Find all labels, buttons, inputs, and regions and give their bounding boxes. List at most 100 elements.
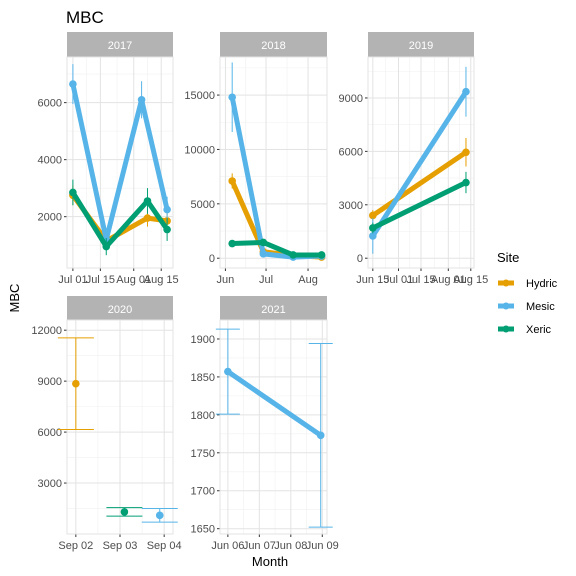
x-tick-label: Aug 15 xyxy=(453,274,488,286)
y-tick-label: 0 xyxy=(209,253,215,265)
data-point xyxy=(369,232,377,240)
y-tick-label: 12000 xyxy=(31,325,62,337)
y-tick-label: 1750 xyxy=(191,448,215,460)
x-axis-title: Month xyxy=(252,554,288,569)
facet-strip-label: 2020 xyxy=(108,304,132,316)
series-hydric xyxy=(57,337,94,431)
series-mesic xyxy=(215,328,333,528)
data-point xyxy=(289,251,297,259)
x-tick-label: Jul 15 xyxy=(86,274,115,286)
legend-entry-mesic: Mesic xyxy=(498,301,555,313)
data-point xyxy=(69,80,77,88)
y-tick-label: 3000 xyxy=(339,200,363,212)
series-line xyxy=(371,180,468,231)
facet-strip xyxy=(67,296,173,320)
legend-key-point xyxy=(502,325,510,333)
legend-key-point xyxy=(502,302,510,310)
series-mesic xyxy=(141,508,178,523)
legend-entry-xeric: Xeric xyxy=(498,324,552,336)
x-tick-label: Aug 15 xyxy=(144,274,179,286)
facet-strip xyxy=(220,296,327,320)
y-tick-label: 4000 xyxy=(38,155,62,167)
data-point xyxy=(102,242,111,251)
data-point xyxy=(163,225,171,234)
series-hydric xyxy=(369,138,470,221)
series-xeric xyxy=(69,179,171,256)
facet-strip-label: 2018 xyxy=(261,40,285,52)
chart-title: MBC xyxy=(66,8,104,27)
series-line xyxy=(370,90,469,238)
series-line xyxy=(371,150,468,218)
panel-border xyxy=(219,319,328,535)
facet-2020: 2020 3000 6000 9000 12000 Sep 02 Sep 03 Sep 04 xyxy=(31,296,182,552)
y-tick-label: 1850 xyxy=(191,372,215,384)
facet-strip-label: 2021 xyxy=(261,304,285,316)
panel-background xyxy=(220,57,327,268)
data-point xyxy=(143,214,152,222)
data-point xyxy=(155,511,164,520)
facet-strip xyxy=(220,32,327,57)
y-tick-label: 1900 xyxy=(191,334,215,346)
x-tick-label: Jun 15 xyxy=(356,274,389,286)
x-tick-label: Jun 08 xyxy=(274,540,307,552)
data-point xyxy=(259,250,268,258)
data-point xyxy=(259,238,268,247)
data-point xyxy=(228,93,236,102)
x-tick-label: Jul xyxy=(259,274,273,286)
x-tick-label: Sep 02 xyxy=(58,540,93,552)
y-tick-label: 2000 xyxy=(38,212,62,224)
y-tick-label: 15000 xyxy=(184,90,215,102)
data-point xyxy=(137,95,146,104)
x-tick-label: Aug xyxy=(298,274,318,286)
y-tick-label: 3000 xyxy=(38,478,62,490)
data-point xyxy=(143,197,152,205)
data-point xyxy=(163,205,171,214)
data-point xyxy=(228,177,236,185)
y-tick-label: 0 xyxy=(357,253,363,265)
legend-label: Hydric xyxy=(526,278,558,290)
legend: Site Hydric Mesic Xeric xyxy=(497,250,558,336)
series-line xyxy=(70,83,170,242)
y-tick-label: 5000 xyxy=(191,199,215,211)
panel-border xyxy=(219,56,328,269)
y-tick-label: 9000 xyxy=(339,93,363,105)
series-xeric xyxy=(369,171,470,234)
series-line xyxy=(232,239,322,258)
x-tick-label: Jun xyxy=(217,274,235,286)
y-tick-label: 10000 xyxy=(184,144,215,156)
facet-2018: 2018 0 5000 10000 15000 Jun Jul Aug xyxy=(184,32,328,286)
data-point xyxy=(317,251,326,259)
y-axis-title: MBC xyxy=(7,284,22,313)
x-tick-label: Sep 04 xyxy=(147,540,182,552)
legend-label: Xeric xyxy=(526,324,552,336)
x-tick-label: Jul 15 xyxy=(406,274,435,286)
y-tick-label: 1700 xyxy=(191,486,215,498)
y-tick-label: 1800 xyxy=(191,410,215,422)
data-point xyxy=(462,148,470,157)
series-line xyxy=(70,191,170,250)
y-tick-label: 9000 xyxy=(38,376,62,388)
y-tick-label: 1650 xyxy=(191,524,215,536)
panel-border xyxy=(66,319,174,535)
data-point xyxy=(462,178,470,187)
data-point xyxy=(462,87,470,96)
x-tick-label: Jul 01 xyxy=(58,274,87,286)
legend-label: Mesic xyxy=(526,301,555,313)
legend-entry-hydric: Hydric xyxy=(498,278,558,290)
data-point xyxy=(120,508,129,516)
series-xeric xyxy=(228,238,326,259)
series-line xyxy=(226,369,323,438)
legend-key-point xyxy=(502,279,510,287)
data-point xyxy=(228,239,236,248)
data-point xyxy=(316,431,325,440)
data-point xyxy=(369,224,377,232)
facet-strip-label: 2017 xyxy=(108,40,132,52)
x-tick-label: Aug 01 xyxy=(116,274,151,286)
data-point xyxy=(69,188,77,197)
y-tick-label: 6000 xyxy=(38,98,62,110)
